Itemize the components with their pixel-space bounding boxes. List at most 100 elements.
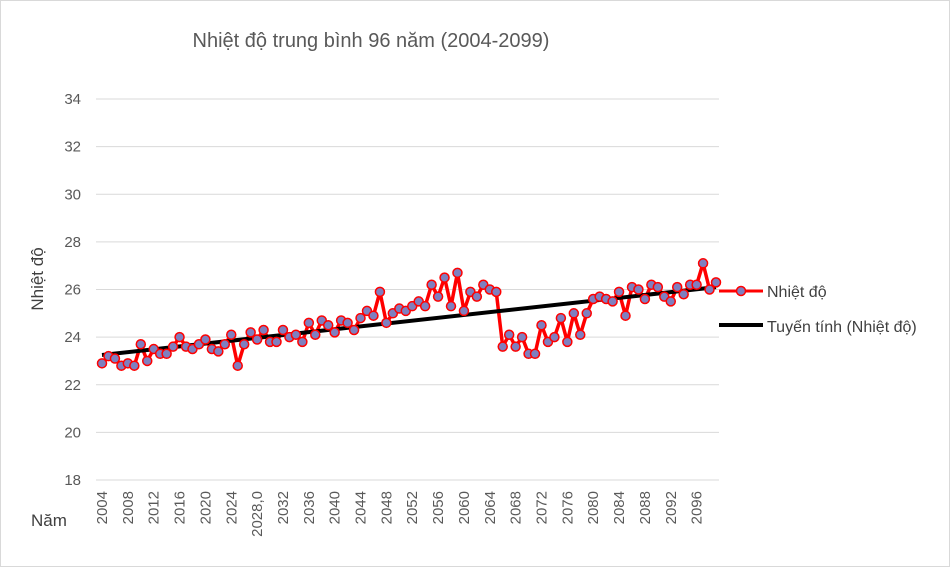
data-point-2093 xyxy=(671,281,683,293)
data-point-2040 xyxy=(329,327,340,338)
x-tick-label: 2004 xyxy=(94,491,111,524)
data-point-2079 xyxy=(581,308,592,319)
x-tick-labels: 2004 2008 2012 2016 2020 2024 2028,0 2032 2036 20… xyxy=(94,491,706,537)
y-tick-labels: 18 20 22 24 26 28 30 32 34 xyxy=(64,91,81,489)
data-point-2026 xyxy=(238,339,250,350)
data-point-2076 xyxy=(562,336,573,348)
data-point-2087 xyxy=(633,284,644,295)
x-tick-label: 2080 xyxy=(585,491,602,524)
y-tick-label: 28 xyxy=(64,234,81,251)
legend: Nhiệt độ Tuyến tính (Nhiệt độ) xyxy=(719,284,917,336)
data-point-2046 xyxy=(368,310,379,321)
data-point-2066 xyxy=(497,341,508,352)
data-point-2025 xyxy=(232,360,243,371)
x-tick-label: 2084 xyxy=(611,491,628,524)
y-tick-label: 24 xyxy=(64,329,81,346)
x-tick-label: 2064 xyxy=(482,491,499,524)
data-point-2083 xyxy=(607,296,618,307)
gridlines xyxy=(96,98,719,481)
data-point-2065 xyxy=(491,286,502,298)
data-point-2028 xyxy=(251,334,263,345)
y-axis-title: Nhiệt độ xyxy=(28,247,47,310)
data-point-2057 xyxy=(439,272,450,283)
data-point-2096 xyxy=(691,279,702,290)
legend-swatch-marker-temperature xyxy=(735,285,747,297)
data-point-2042 xyxy=(342,317,353,329)
data-point-2034 xyxy=(290,329,302,340)
data-point-2060 xyxy=(458,305,470,317)
x-tick-label: 2068 xyxy=(508,491,525,524)
x-tick-label: 2040 xyxy=(327,491,344,524)
data-point-2027 xyxy=(245,327,256,338)
x-tick-label: 2092 xyxy=(663,491,680,524)
data-point-2032 xyxy=(277,324,289,336)
x-tick-label: 2072 xyxy=(533,491,550,524)
data-point-2044 xyxy=(355,312,366,324)
y-tick-label: 32 xyxy=(64,139,81,156)
data-point-2054 xyxy=(419,300,431,312)
data-point-2077 xyxy=(568,308,580,319)
data-point-2036 xyxy=(303,317,315,329)
data-point-2062 xyxy=(471,291,483,302)
data-point-2088 xyxy=(639,293,651,305)
y-tick-label: 30 xyxy=(64,186,81,203)
data-point-2006 xyxy=(109,353,121,364)
x-tick-label: 2088 xyxy=(637,491,654,524)
data-point-2071 xyxy=(529,348,541,360)
data-point-2094 xyxy=(678,289,689,300)
data-point-2022 xyxy=(213,346,224,357)
series-layer xyxy=(96,258,722,371)
data-point-2097 xyxy=(697,258,709,269)
data-point-2072 xyxy=(536,319,547,331)
data-point-2035 xyxy=(297,336,308,348)
data-point-2011 xyxy=(141,355,153,367)
data-point-2015 xyxy=(167,341,179,352)
x-tick-label: 2008 xyxy=(120,491,137,524)
legend-label-temperature: Nhiệt độ xyxy=(767,284,827,301)
data-point-2084 xyxy=(613,286,625,298)
data-point-2014 xyxy=(161,348,172,360)
x-axis-title: Năm xyxy=(31,511,67,530)
x-tick-label: 2024 xyxy=(223,491,240,524)
x-tick-label: 2020 xyxy=(197,491,214,524)
x-tick-label: 2016 xyxy=(172,491,189,524)
data-point-2068 xyxy=(510,341,521,352)
x-tick-label: 2096 xyxy=(689,491,706,524)
data-point-2010 xyxy=(135,339,147,350)
x-tick-label: 2076 xyxy=(559,491,576,524)
x-tick-label: 2032 xyxy=(275,491,292,524)
x-tick-label: 2056 xyxy=(430,491,447,524)
data-point-2009 xyxy=(129,360,140,371)
data-point-2020 xyxy=(200,334,211,345)
data-point-2029 xyxy=(258,324,269,336)
data-point-2059 xyxy=(452,267,463,279)
data-point-2085 xyxy=(620,310,631,321)
x-tick-label: 2048 xyxy=(378,491,395,524)
data-point-2023 xyxy=(219,339,231,350)
x-tick-label: 2012 xyxy=(146,491,163,524)
y-tick-label: 22 xyxy=(64,377,81,394)
data-point-2092 xyxy=(665,296,677,307)
legend-label-trendline: Tuyến tính (Nhiệt độ) xyxy=(767,319,917,336)
data-point-2056 xyxy=(432,291,444,302)
data-point-2099 xyxy=(710,277,722,288)
data-point-2043 xyxy=(348,324,360,336)
data-point-2055 xyxy=(426,279,437,290)
x-tick-label: 2044 xyxy=(353,491,370,524)
data-point-2016 xyxy=(174,331,185,343)
data-point-2075 xyxy=(555,312,567,324)
data-point-2004 xyxy=(96,358,108,369)
x-tick-label: 2060 xyxy=(456,491,473,524)
data-point-2098 xyxy=(704,284,715,295)
data-point-2047 xyxy=(374,286,386,298)
data-point-2078 xyxy=(575,329,586,340)
x-tick-label: 2052 xyxy=(404,491,421,524)
y-tick-label: 18 xyxy=(64,472,81,489)
data-point-2037 xyxy=(310,329,321,340)
y-tick-label: 26 xyxy=(64,282,81,299)
data-point-2090 xyxy=(652,281,664,293)
data-point-2039 xyxy=(322,319,334,331)
chart-title: Nhiệt độ trung bình 96 năm (2004-2099) xyxy=(193,30,550,52)
